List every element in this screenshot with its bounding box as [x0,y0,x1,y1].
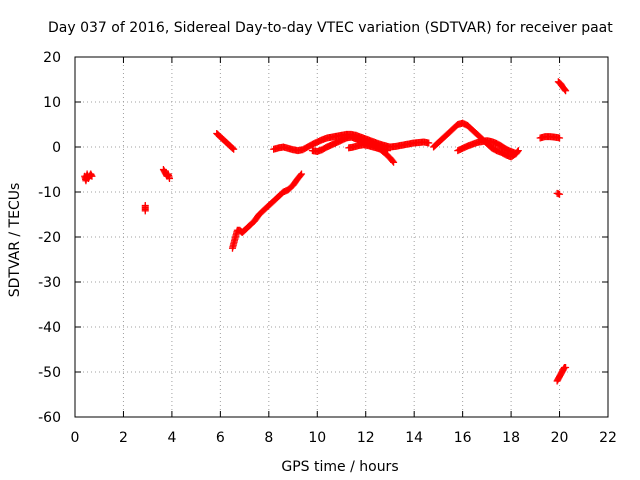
y-tick-label: -50 [38,365,61,381]
series-arc-2 [141,202,149,215]
y-tick-label: -30 [38,275,61,291]
series-arc-4 [213,130,238,153]
data-point [562,87,570,95]
y-axis-label: SDTVAR / TECUs [7,183,23,298]
x-tick-label: 8 [264,430,273,446]
x-tick-label: 2 [119,430,128,446]
grid [75,57,608,417]
y-tick-label: -40 [38,320,61,336]
y-tick-label: 20 [43,50,61,66]
data-point [561,86,569,94]
y-tick-label: -10 [38,185,61,201]
series-arc-5 [228,170,306,252]
x-axis-label: GPS time / hours [281,459,398,475]
series-arc-8 [345,141,392,155]
series-arc-14 [553,364,570,385]
data-points [81,78,570,385]
x-tick-labels: 0 2 4 6 8 10 12 14 16 18 20 22 [71,430,617,446]
data-point [141,207,149,215]
x-tick-label: 12 [357,430,375,446]
data-point [556,190,564,198]
series-arc-13 [554,78,570,95]
data-point [165,175,173,182]
y-tick-label: 0 [52,140,61,156]
y-tick-label: 10 [43,95,61,111]
series-arc-11 [536,133,564,142]
x-tick-label: 18 [502,430,520,446]
x-tick-label: 16 [454,430,472,446]
x-tick-label: 6 [216,430,225,446]
data-point [228,144,236,152]
y-tick-labels: 20 10 0 -10 -20 -30 -40 -50 -60 [38,50,61,426]
data-point [88,172,96,180]
data-point [229,145,237,152]
y-tick-label: -20 [38,230,61,246]
x-tick-label: 14 [405,430,423,446]
data-point [390,158,398,166]
data-point [384,147,392,155]
series-arc-10 [454,137,520,157]
chart-title: Day 037 of 2016, Sidereal Day-to-day VTE… [48,20,613,36]
data-point [425,139,433,147]
x-tick-label: 22 [599,430,617,446]
ticks [74,56,609,418]
x-tick-label: 4 [167,430,176,446]
series-arc-6 [270,130,433,155]
data-point [297,171,305,179]
series-arc-3 [159,166,173,182]
y-tick-label: -60 [38,410,61,426]
data-point [512,149,520,157]
data-point [298,170,306,178]
data-point [562,364,570,371]
series-arc-1 [81,170,96,185]
x-tick-label: 20 [551,430,569,446]
x-tick-label: 10 [308,430,326,446]
series-arc-12 [553,189,564,198]
data-point [556,134,564,142]
x-tick-label: 0 [71,430,80,446]
plot-frame [74,56,609,418]
data-point [389,157,397,165]
data-point [230,145,238,153]
